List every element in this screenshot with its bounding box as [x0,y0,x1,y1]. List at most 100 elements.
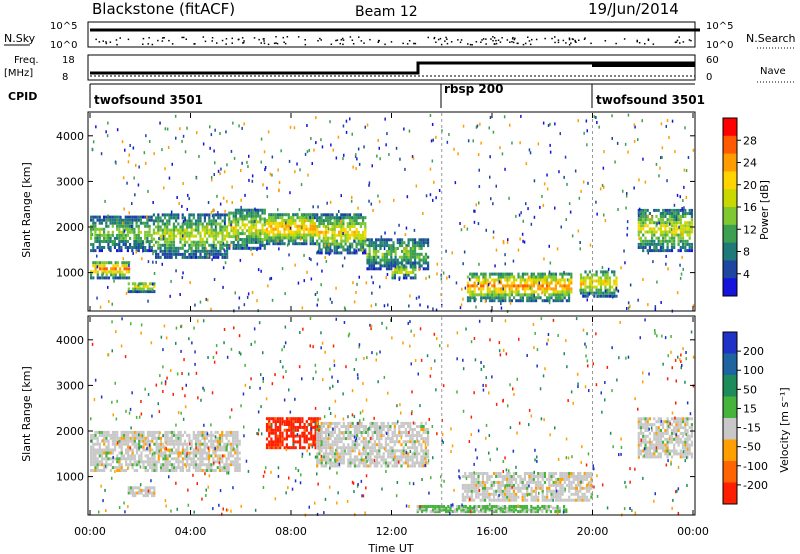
scatter-cell [342,157,344,161]
range-gate-cell [398,434,401,438]
range-gate-cell [346,248,349,252]
range-gate-cell [205,445,208,449]
range-gate-cell [146,230,149,234]
range-gate-cell [127,282,130,286]
range-gate-cell [359,245,362,249]
range-gate-cell [375,255,378,259]
scatter-cell [174,114,177,118]
range-gate-cell [488,299,492,303]
range-gate-cell [311,239,314,243]
range-gate-cell [385,244,389,248]
range-gate-cell [470,480,473,484]
range-gate-cell [172,228,175,232]
range-gate-cell [116,457,119,461]
range-gate-cell [279,431,282,435]
range-gate-cell [653,233,656,237]
scatter-cell [147,189,149,193]
range-gate-cell [203,219,206,223]
scatter-cell [324,243,326,247]
range-gate-cell [375,249,378,253]
range-gate-cell [422,431,425,434]
range-gate-cell [495,293,498,297]
range-gate-cell [481,498,484,502]
range-gate-cell [389,446,392,450]
scatter-cell [682,199,684,202]
range-gate-cell [477,486,480,490]
range-gate-cell [657,236,660,240]
range-gate-cell [173,469,176,472]
range-gate-cell [416,255,419,259]
range-gate-cell [166,213,169,217]
range-gate-cell [378,452,381,456]
range-gate-cell [107,439,110,443]
range-gate-cell [114,273,117,277]
range-gate-cell [388,267,391,271]
range-gate-cell [270,221,273,225]
range-gate-cell [114,445,117,449]
scatter-cell [345,130,348,134]
range-gate-cell [461,495,464,499]
colorbar-tick-label: 12 [743,223,757,236]
range-gate-cell [179,454,182,458]
range-gate-cell [305,216,308,220]
range-gate-cell [391,449,394,453]
range-gate-cell [411,244,415,248]
range-gate-cell [684,221,687,225]
range-gate-cell [107,451,110,455]
range-gate-cell [129,448,132,452]
scatter-cell [251,291,254,294]
range-gate-cell [124,240,127,243]
range-gate-cell [155,439,158,443]
range-gate-cell [353,464,356,468]
range-gate-cell [329,213,332,217]
range-gate-cell [331,239,334,243]
range-gate-cell [357,213,360,217]
range-gate-cell [274,417,277,421]
scatter-cell [612,295,614,299]
nsearch-dot [644,43,646,45]
range-gate-cell [162,466,165,470]
range-gate-cell [666,208,669,212]
range-gate-cell [312,440,315,444]
scatter-cell [96,265,99,269]
scatter-cell [288,159,291,163]
range-gate-cell [109,236,112,240]
range-gate-cell [331,455,334,459]
range-gate-cell [208,466,211,470]
range-gate-cell [673,246,676,249]
scatter-cell [546,173,548,177]
range-gate-cell [420,244,423,248]
scatter-cell [306,124,308,127]
range-gate-cell [383,238,386,242]
nsearch-dot [369,38,371,41]
range-gate-cell [219,228,222,232]
scatter-cell [520,114,522,118]
scatter-cell [368,199,370,203]
range-gate-cell [175,249,178,253]
range-gate-cell [294,428,297,432]
range-gate-cell [101,267,104,271]
range-gate-cell [237,208,240,212]
scatter-cell [654,305,657,309]
range-gate-cell [385,267,389,271]
scatter-cell [408,304,410,308]
scatter-cell [226,199,228,203]
range-gate-cell [384,458,387,462]
range-gate-cell [164,433,167,437]
range-gate-cell [103,230,106,234]
range-gate-cell [292,437,295,441]
scatter-cell [494,264,496,268]
range-gate-cell [109,218,112,222]
range-gate-cell [214,231,218,235]
scatter-cell [489,116,492,119]
range-gate-cell [294,242,297,246]
range-gate-cell [686,224,689,228]
range-gate-cell [664,221,667,225]
range-gate-cell [250,223,253,227]
colorbar-tick-label: 8 [743,246,750,259]
scatter-cell [547,124,550,127]
nsearch-dot [142,43,144,45]
range-gate-cell [416,261,419,265]
scatter-cell [489,155,491,159]
range-gate-cell [101,270,104,274]
